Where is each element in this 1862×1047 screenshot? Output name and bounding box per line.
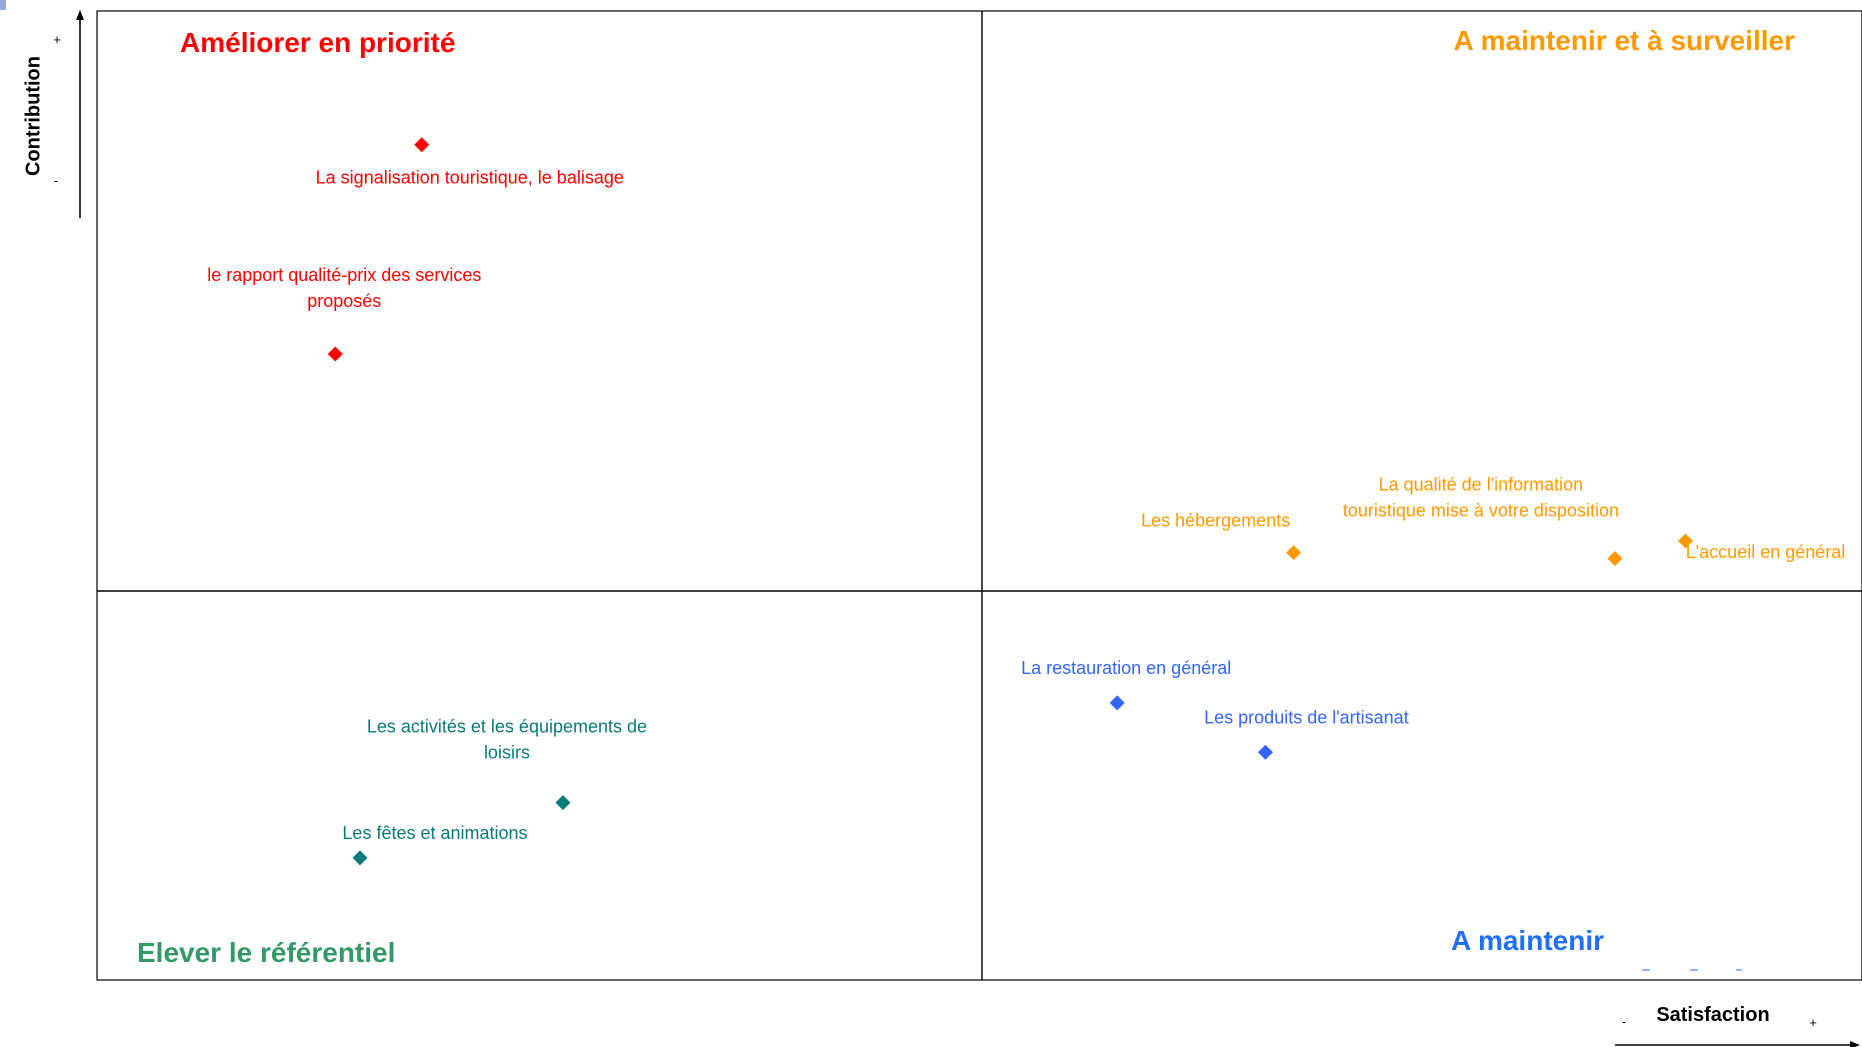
data-points: La signalisation touristique, le balisag… [207,137,1846,866]
quadrant-title-bottom-left: Elever le référentiel [137,937,395,968]
data-point-marker [414,137,430,153]
data-point-label: Les produits de l'artisanat [1204,707,1409,727]
data-point-marker [1257,744,1273,760]
x-axis-high-sign: + [1809,1015,1817,1030]
data-point-label: Les hébergements [1141,511,1290,531]
data-point-label: L'accueil en général [1686,542,1846,562]
data-point-label: La qualité de l'information touristique m… [1343,474,1619,520]
data-point-marker [1607,550,1623,566]
data-point-marker [352,850,368,866]
data-point-label: La restauration en général [1021,658,1231,678]
data-point-label: le rapport qualité-prix des services prop… [207,265,481,311]
quadrant-title-top-left: Améliorer en priorité [180,27,455,58]
y-axis-high-sign: + [53,32,61,47]
quadrant-title-top-right: A maintenir et à surveiller [1454,25,1795,56]
data-point-marker [1286,545,1302,561]
data-point-label: Les fêtes et animations [342,823,527,843]
data-point-label: La signalisation touristique, le balisag… [316,168,624,188]
data-point-label: Les activités et les équipements de loisi… [367,717,647,763]
quadrant-title-bottom-right: A maintenir [1451,925,1604,956]
y-axis-arrow-head [76,10,84,20]
data-point-marker [555,795,571,811]
data-point-marker [327,346,343,362]
x-axis-arrow-head [1850,1041,1860,1047]
y-axis-title: Contribution [22,56,44,176]
plot-frame [96,10,1862,981]
corner-marker [0,0,6,10]
y-axis-low-sign: - [54,173,58,188]
x-axis-low-sign: - [1622,1014,1626,1029]
x-axis-title: Satisfaction [1656,1004,1769,1026]
data-point-marker [1678,533,1693,549]
data-point-marker [1109,695,1125,711]
